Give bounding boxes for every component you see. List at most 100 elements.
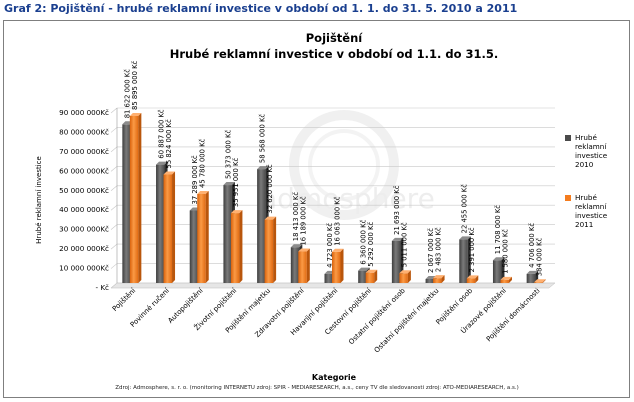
bar-top xyxy=(156,161,168,165)
bar-2011 xyxy=(534,282,543,283)
data-label: 5 292 000 Kč xyxy=(367,222,375,267)
bar-side xyxy=(273,216,277,283)
x-tick-label: Ostatní pojištění osob xyxy=(347,286,407,346)
bar-2011 xyxy=(298,251,307,283)
bar-2010 xyxy=(526,273,536,283)
bar-top xyxy=(399,270,411,274)
legend-label-line: investice xyxy=(575,211,608,220)
data-label: 4 706 000 Kč xyxy=(528,223,536,268)
chart-frame xyxy=(3,20,630,398)
bar-top xyxy=(459,236,471,240)
legend-label-line: reklamní xyxy=(575,202,607,211)
data-label: 2 067 000 Kč xyxy=(427,228,435,273)
bar-2010 xyxy=(122,124,131,283)
gridline-depth xyxy=(110,127,118,133)
bar-2010 xyxy=(223,185,232,283)
bar-top xyxy=(391,237,404,241)
legend-label-line: investice xyxy=(575,151,608,160)
bar-top xyxy=(257,166,269,170)
legend-label-line: reklamní xyxy=(575,142,607,151)
legend-label-line: 2010 xyxy=(575,160,594,169)
data-label: 18 413 000 Kč xyxy=(292,192,300,242)
bar-side xyxy=(501,257,505,283)
y-tick-label: 70 000 000Kč xyxy=(59,147,109,156)
bar-top xyxy=(298,248,310,252)
chart-subtitle: Hrubé reklamní investice v období od 1.1… xyxy=(170,47,499,61)
figure-title: Graf 2: Pojištění - hrubé reklamní inves… xyxy=(4,2,518,15)
legend-label-line: Hrubé xyxy=(575,193,597,202)
bar-2010 xyxy=(358,270,367,283)
data-label: 4 723 000 Kč xyxy=(326,223,334,268)
bar-top xyxy=(332,248,344,252)
data-label: 1 580 000 Kč xyxy=(502,229,510,274)
bar-2011 xyxy=(332,251,341,283)
x-tick-label: Ostatní pojištění majetku xyxy=(373,287,441,355)
chart-title: Pojištění xyxy=(306,31,364,45)
bar-top xyxy=(129,112,142,116)
bar-top xyxy=(500,276,512,280)
bar-top xyxy=(433,275,445,279)
y-tick-label: 80 000 000Kč xyxy=(59,127,109,136)
legend-swatch xyxy=(565,135,571,141)
bar-2010 xyxy=(459,239,468,283)
gridline-depth xyxy=(110,166,118,172)
x-tick-label: Pojištění xyxy=(111,286,138,313)
bar-2010 xyxy=(324,273,333,283)
watermark-arc xyxy=(308,129,380,201)
bar-side xyxy=(340,248,344,283)
bar-side xyxy=(508,276,512,283)
bar-2011 xyxy=(399,273,408,283)
legend-swatch xyxy=(565,195,571,201)
bar-side xyxy=(467,236,471,283)
gridline-depth xyxy=(110,204,118,211)
legend-label-line: 2011 xyxy=(575,220,593,229)
data-label: 35 951 000 Kč xyxy=(232,158,240,208)
y-tick-label: 20 000 000Kč xyxy=(59,244,109,253)
watermark-circle xyxy=(289,110,399,220)
data-label: 2 391 000 Kč xyxy=(468,227,476,272)
data-label: 81 622 000 Kč xyxy=(124,69,132,119)
bar-top xyxy=(466,275,479,279)
bar-side xyxy=(407,270,411,283)
data-label: 2 483 000 Kč xyxy=(434,227,442,272)
data-label: 22 455 000 Kč xyxy=(461,184,469,234)
legend-label: Hrubé reklamní investice 2010 xyxy=(575,133,608,169)
bar-2010 xyxy=(189,210,199,283)
data-label: 58 568 000 Kč xyxy=(258,114,266,164)
bar-2011 xyxy=(365,272,375,283)
bar-side xyxy=(239,210,243,283)
bar-side xyxy=(205,190,209,283)
bar-2011 xyxy=(230,213,240,283)
legend-label-line: Hrubé xyxy=(575,133,597,142)
bar-2011 xyxy=(500,279,509,283)
bar-top xyxy=(197,190,209,194)
gridline-depth xyxy=(110,146,118,153)
bar-top xyxy=(230,210,243,214)
bar-top xyxy=(223,182,235,186)
bar-side xyxy=(441,275,445,283)
bar-top xyxy=(492,257,505,261)
data-label: 21 693 000 Kč xyxy=(393,185,401,235)
bar-2010 xyxy=(391,240,401,283)
gridline-depth xyxy=(110,107,118,114)
bar-side xyxy=(306,248,310,283)
bar-side xyxy=(138,112,142,284)
bar-top xyxy=(534,279,546,283)
bar-side xyxy=(475,275,479,283)
legend-label: Hrubé reklamní investice 2011 xyxy=(575,193,608,229)
bar-2011 xyxy=(129,115,139,284)
bar-side xyxy=(172,171,176,283)
bar-top xyxy=(358,267,370,271)
y-axis-title: Hrubé reklamní investice xyxy=(35,156,43,244)
bar-2011 xyxy=(433,278,442,283)
y-tick-label: - Kč xyxy=(95,283,109,292)
data-label: 55 824 000 Kč xyxy=(165,119,173,169)
gridline-depth xyxy=(110,243,118,250)
data-label: 16 189 000 Kč xyxy=(300,196,308,246)
bar-2011 xyxy=(466,278,476,283)
data-label: 50 373 000 Kč xyxy=(225,130,233,180)
source-note: Zdroj: Admosphere, s. r. o. (monitoring … xyxy=(115,385,519,391)
bar-side xyxy=(542,279,546,283)
